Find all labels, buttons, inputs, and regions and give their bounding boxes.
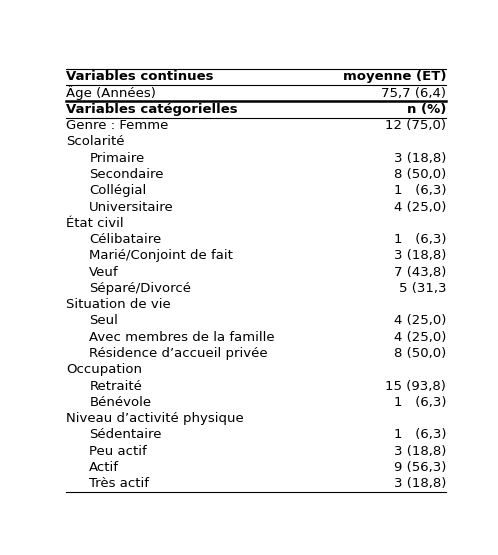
Text: État civil: État civil (66, 217, 124, 230)
Text: 9 (56,3): 9 (56,3) (394, 461, 446, 474)
Text: Genre : Femme: Genre : Femme (66, 119, 168, 132)
Text: Scolarité: Scolarité (66, 135, 124, 148)
Text: Célibataire: Célibataire (89, 233, 161, 246)
Text: Niveau d’activité physique: Niveau d’activité physique (66, 412, 244, 425)
Text: 7 (43,8): 7 (43,8) (394, 266, 446, 279)
Text: 1   (6,3): 1 (6,3) (394, 233, 446, 246)
Text: moyenne (ET): moyenne (ET) (343, 70, 446, 83)
Text: Universitaire: Universitaire (89, 200, 174, 214)
Text: 1   (6,3): 1 (6,3) (394, 396, 446, 409)
Text: 1   (6,3): 1 (6,3) (394, 184, 446, 197)
Text: Avec membres de la famille: Avec membres de la famille (89, 331, 275, 344)
Text: Situation de vie: Situation de vie (66, 298, 171, 311)
Text: 5 (31,3: 5 (31,3 (399, 282, 446, 295)
Text: Âge (Années): Âge (Années) (66, 86, 156, 100)
Text: Veuf: Veuf (89, 266, 119, 279)
Text: 3 (18,8): 3 (18,8) (394, 477, 446, 490)
Text: 75,7 (6,4): 75,7 (6,4) (381, 87, 446, 100)
Text: Séparé/Divorcé: Séparé/Divorcé (89, 282, 191, 295)
Text: Sédentaire: Sédentaire (89, 428, 162, 441)
Text: n (%): n (%) (407, 103, 446, 116)
Text: 4 (25,0): 4 (25,0) (394, 331, 446, 344)
Text: 4 (25,0): 4 (25,0) (394, 315, 446, 327)
Text: Peu actif: Peu actif (89, 445, 147, 458)
Text: 3 (18,8): 3 (18,8) (394, 249, 446, 263)
Text: Marié/Conjoint de fait: Marié/Conjoint de fait (89, 249, 233, 263)
Text: Occupation: Occupation (66, 364, 142, 376)
Text: Primaire: Primaire (89, 152, 144, 165)
Text: Collégial: Collégial (89, 184, 146, 197)
Text: 3 (18,8): 3 (18,8) (394, 152, 446, 165)
Text: Bénévole: Bénévole (89, 396, 151, 409)
Text: 1   (6,3): 1 (6,3) (394, 428, 446, 441)
Text: 12 (75,0): 12 (75,0) (385, 119, 446, 132)
Text: Très actif: Très actif (89, 477, 149, 490)
Text: 4 (25,0): 4 (25,0) (394, 200, 446, 214)
Text: Retraité: Retraité (89, 380, 142, 392)
Text: 8 (50,0): 8 (50,0) (394, 347, 446, 360)
Text: Variables continues: Variables continues (66, 70, 214, 83)
Text: Secondaire: Secondaire (89, 168, 164, 181)
Text: 8 (50,0): 8 (50,0) (394, 168, 446, 181)
Text: Seul: Seul (89, 315, 118, 327)
Text: Variables catégorielles: Variables catégorielles (66, 103, 238, 116)
Text: Actif: Actif (89, 461, 119, 474)
Text: Résidence d’accueil privée: Résidence d’accueil privée (89, 347, 268, 360)
Text: 15 (93,8): 15 (93,8) (385, 380, 446, 392)
Text: 3 (18,8): 3 (18,8) (394, 445, 446, 458)
